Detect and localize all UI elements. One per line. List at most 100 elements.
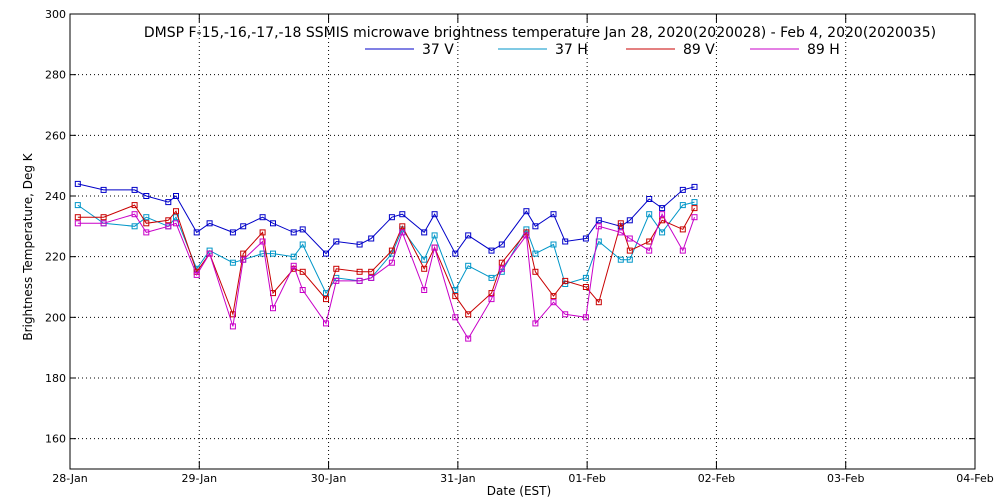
legend-label: 89 H	[807, 42, 840, 58]
data-point	[173, 208, 179, 215]
data-point	[74, 220, 81, 227]
data-point	[333, 238, 340, 245]
data-point	[646, 196, 653, 202]
data-point	[626, 247, 633, 254]
data-point	[240, 250, 247, 257]
series-line	[77, 213, 695, 340]
data-point	[165, 223, 172, 230]
y-tick-label: 280	[45, 69, 66, 82]
data-point	[421, 287, 428, 293]
data-point	[679, 247, 686, 254]
data-point	[193, 229, 200, 236]
data-point	[131, 202, 138, 209]
data-point	[399, 229, 406, 236]
x-tick-label: 01-Feb	[568, 472, 605, 485]
data-point	[421, 256, 428, 263]
data-point	[646, 247, 653, 254]
data-point	[582, 284, 589, 290]
y-tick-label: 300	[45, 8, 66, 21]
data-point	[143, 229, 150, 236]
data-point	[488, 296, 495, 303]
data-point	[259, 250, 266, 257]
data-point	[259, 238, 266, 245]
chart-title: DMSP F-15,-16,-17,-18 SSMIS microwave br…	[144, 25, 936, 41]
data-point	[691, 214, 698, 221]
data-point	[626, 217, 633, 224]
data-point	[617, 220, 624, 227]
data-point	[691, 183, 698, 190]
data-point	[659, 205, 666, 212]
data-point	[270, 305, 276, 312]
y-tick-label: 240	[45, 190, 66, 203]
data-point	[229, 311, 236, 318]
data-point	[259, 214, 266, 221]
data-point	[523, 232, 530, 239]
data-point	[582, 235, 589, 242]
data-point	[368, 235, 375, 242]
data-point	[299, 287, 306, 293]
data-point	[532, 223, 539, 230]
data-point	[532, 250, 539, 257]
data-point	[532, 268, 539, 275]
data-point	[131, 223, 138, 230]
data-point	[595, 299, 602, 306]
data-point	[299, 226, 306, 233]
data-point	[356, 241, 363, 248]
x-ticks: 28-Jan 29-Jan 30-Jan 31-Jan 01-Feb 02-Feb 03-F…	[52, 14, 994, 485]
data-point	[595, 223, 602, 230]
data-point	[465, 232, 472, 239]
plot-frame	[69, 13, 976, 470]
data-point	[452, 293, 459, 300]
data-point	[550, 211, 557, 218]
axes	[69, 13, 976, 470]
data-point	[498, 259, 505, 266]
data-point	[488, 247, 495, 254]
data-point	[206, 220, 213, 227]
data-point	[323, 250, 329, 257]
data-point	[465, 311, 472, 318]
x-tick-label: 04-Feb	[956, 472, 993, 485]
legend-label: 37 H	[555, 42, 588, 58]
data-point	[488, 274, 495, 281]
data-point	[465, 262, 472, 269]
data-point	[74, 214, 81, 221]
data-point	[431, 244, 438, 251]
data-point	[550, 293, 557, 300]
data-point	[240, 256, 247, 263]
data-point	[679, 202, 686, 209]
x-axis-label: Date (EST)	[487, 484, 551, 498]
data-point	[550, 241, 557, 248]
data-point	[74, 202, 81, 209]
data-point	[143, 220, 150, 227]
data-point	[165, 217, 172, 224]
data-point	[388, 259, 395, 266]
data-point	[646, 238, 653, 245]
y-tick-label: 200	[45, 311, 66, 324]
data-point	[691, 205, 698, 212]
y-ticks: 160 180 200 220 240 260 280 300	[45, 8, 975, 446]
data-point	[617, 256, 624, 263]
data-point	[626, 256, 633, 263]
series-37-h	[74, 199, 698, 297]
data-point	[143, 214, 150, 221]
series-89-v	[74, 202, 698, 318]
data-point	[646, 211, 653, 218]
series	[74, 180, 698, 342]
series-89-h	[74, 211, 698, 342]
data-point	[290, 262, 297, 269]
x-tick-label: 31-Jan	[440, 472, 476, 485]
x-tick-label: 28-Jan	[52, 472, 88, 485]
legend-label: 89 V	[683, 42, 715, 58]
x-tick-label: 02-Feb	[698, 472, 735, 485]
data-point	[143, 193, 150, 199]
data-point	[582, 314, 589, 321]
data-point	[523, 208, 530, 215]
data-point	[562, 238, 569, 245]
y-tick-label: 260	[45, 129, 66, 142]
data-point	[131, 186, 138, 193]
data-point	[270, 220, 276, 227]
data-point	[550, 299, 557, 306]
data-point	[691, 199, 698, 206]
